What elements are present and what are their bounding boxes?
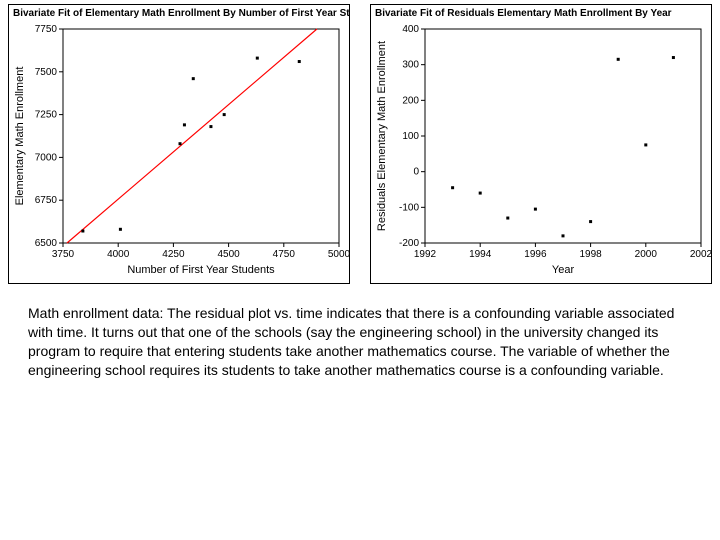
svg-text:1992: 1992 <box>414 249 437 260</box>
left-chart-svg: 3750 4000 4250 4500 4750 5000 6500 6750 7000 7250… <box>9 21 349 283</box>
left-plot: 3750 4000 4250 4500 4750 5000 6500 6750 7000 7250… <box>9 21 349 283</box>
svg-text:Year: Year <box>552 264 575 276</box>
svg-text:4500: 4500 <box>217 249 240 260</box>
svg-text:4250: 4250 <box>162 249 185 260</box>
charts-row: Bivariate Fit of Elementary Math Enrollm… <box>0 0 720 284</box>
svg-text:100: 100 <box>402 131 419 142</box>
svg-text:7750: 7750 <box>35 24 58 35</box>
svg-text:4000: 4000 <box>107 249 130 260</box>
right-chart-title: Bivariate Fit of Residuals Elementary Ma… <box>371 5 711 21</box>
svg-text:Residuals Elementary Math Enro: Residuals Elementary Math Enrollment <box>376 41 388 231</box>
svg-text:200: 200 <box>402 95 419 106</box>
svg-text:5000: 5000 <box>328 249 349 260</box>
svg-text:3750: 3750 <box>52 249 75 260</box>
svg-text:2002: 2002 <box>690 249 711 260</box>
svg-text:0: 0 <box>413 167 419 178</box>
caption-text: Math enrollment data: The residual plot … <box>0 284 720 380</box>
svg-text:-100: -100 <box>399 202 419 213</box>
svg-text:7500: 7500 <box>35 67 58 78</box>
svg-text:4750: 4750 <box>273 249 296 260</box>
svg-text:300: 300 <box>402 60 419 71</box>
right-chart-box: Bivariate Fit of Residuals Elementary Ma… <box>370 4 712 284</box>
right-chart-svg: 1992 1994 1996 1998 2000 2002 -200 -100 0 100 200 3… <box>371 21 711 283</box>
svg-text:7250: 7250 <box>35 110 58 121</box>
left-chart-title: Bivariate Fit of Elementary Math Enrollm… <box>9 5 349 21</box>
svg-text:1996: 1996 <box>524 249 547 260</box>
svg-text:7000: 7000 <box>35 152 58 163</box>
svg-text:Elementary Math Enrollment: Elementary Math Enrollment <box>14 67 26 206</box>
svg-text:-200: -200 <box>399 238 419 249</box>
svg-text:2000: 2000 <box>635 249 658 260</box>
svg-text:400: 400 <box>402 24 419 35</box>
left-chart-box: Bivariate Fit of Elementary Math Enrollm… <box>8 4 350 284</box>
svg-text:Number of First Year Students: Number of First Year Students <box>127 264 275 276</box>
right-plot: 1992 1994 1996 1998 2000 2002 -200 -100 0 100 200 3… <box>371 21 711 283</box>
svg-text:1994: 1994 <box>469 249 492 260</box>
svg-text:1998: 1998 <box>579 249 602 260</box>
svg-text:6500: 6500 <box>35 238 58 249</box>
svg-text:6750: 6750 <box>35 195 58 206</box>
